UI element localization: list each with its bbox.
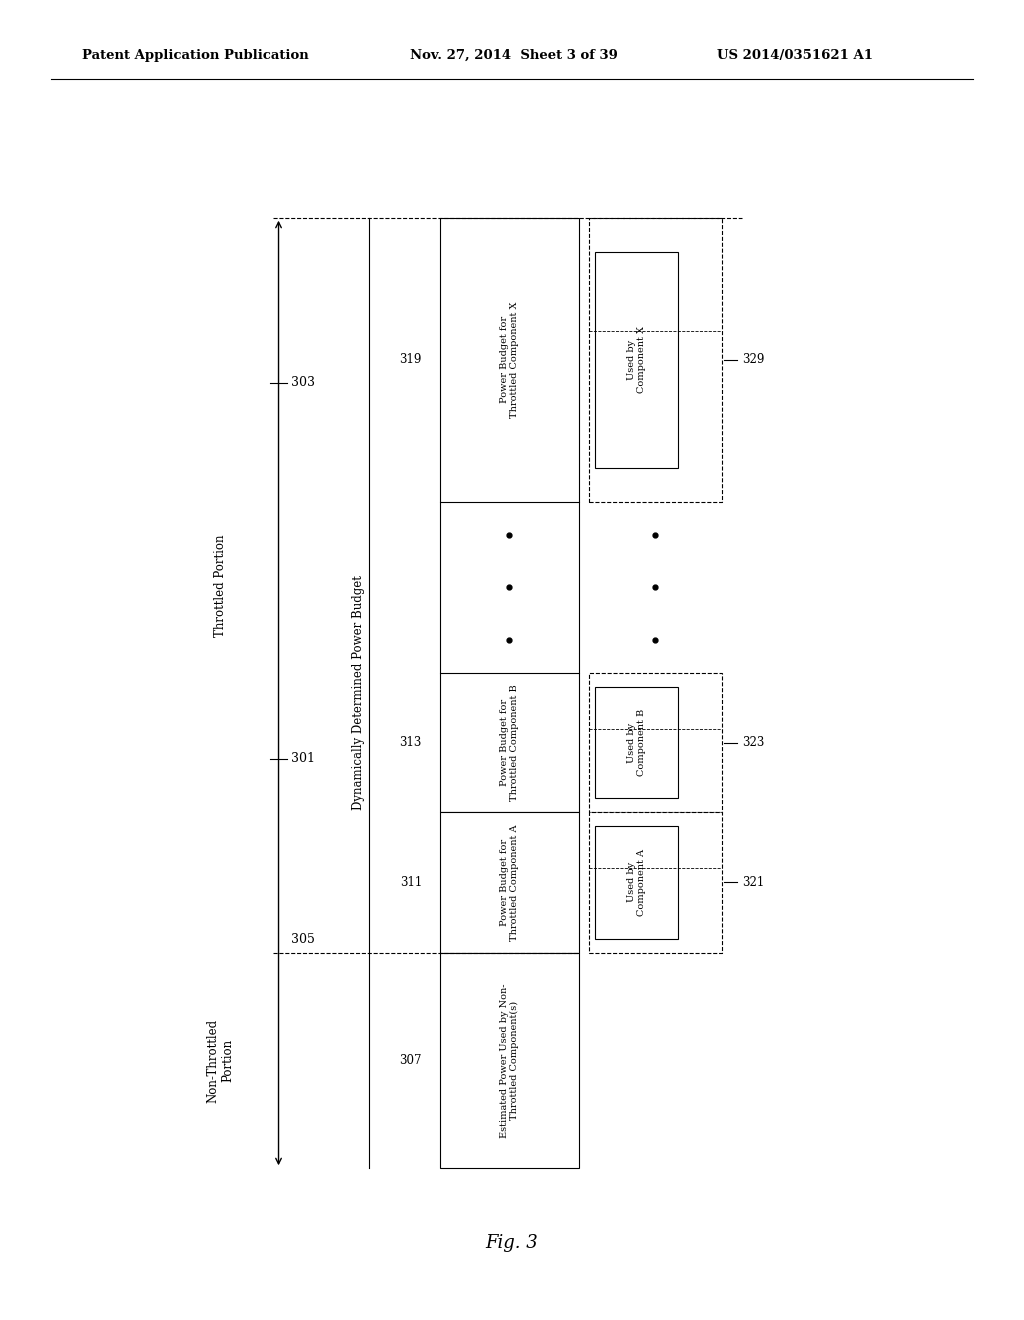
Text: Used by
Component A: Used by Component A xyxy=(627,849,646,916)
Text: Estimated Power Used by Non-
Throttled Component(s): Estimated Power Used by Non- Throttled C… xyxy=(500,983,519,1138)
Text: 323: 323 xyxy=(742,737,765,748)
Text: Fig. 3: Fig. 3 xyxy=(485,1234,539,1253)
Bar xyxy=(589,218,722,502)
Text: Patent Application Publication: Patent Application Publication xyxy=(82,49,308,62)
Text: Power Budget for
Throttled Component B: Power Budget for Throttled Component B xyxy=(500,684,519,801)
Text: 303: 303 xyxy=(291,376,314,389)
Text: Non-Throttled
Portion: Non-Throttled Portion xyxy=(206,1019,234,1102)
Text: Throttled Portion: Throttled Portion xyxy=(214,535,226,636)
Text: Used by
Component B: Used by Component B xyxy=(627,709,646,776)
Text: 313: 313 xyxy=(399,737,422,748)
Text: 329: 329 xyxy=(742,354,765,366)
Bar xyxy=(595,252,678,467)
Text: 311: 311 xyxy=(399,876,422,888)
Bar xyxy=(440,218,579,502)
Text: 321: 321 xyxy=(742,876,765,888)
Text: Used by
Component X: Used by Component X xyxy=(627,326,646,393)
Bar xyxy=(440,812,579,953)
Text: 301: 301 xyxy=(291,752,314,766)
Text: US 2014/0351621 A1: US 2014/0351621 A1 xyxy=(717,49,872,62)
Bar xyxy=(589,673,722,812)
Bar xyxy=(440,953,579,1168)
Text: Nov. 27, 2014  Sheet 3 of 39: Nov. 27, 2014 Sheet 3 of 39 xyxy=(410,49,617,62)
Bar xyxy=(595,826,678,939)
Text: 319: 319 xyxy=(399,354,422,366)
Bar xyxy=(595,686,678,797)
Bar xyxy=(589,812,722,953)
Text: Dynamically Determined Power Budget: Dynamically Determined Power Budget xyxy=(352,576,365,810)
Text: 307: 307 xyxy=(399,1055,422,1067)
Text: Power Budget for
Throttled Component A: Power Budget for Throttled Component A xyxy=(500,824,519,941)
Text: Power Budget for
Throttled Component X: Power Budget for Throttled Component X xyxy=(500,301,519,418)
Bar xyxy=(440,673,579,812)
Text: 305: 305 xyxy=(291,933,314,946)
